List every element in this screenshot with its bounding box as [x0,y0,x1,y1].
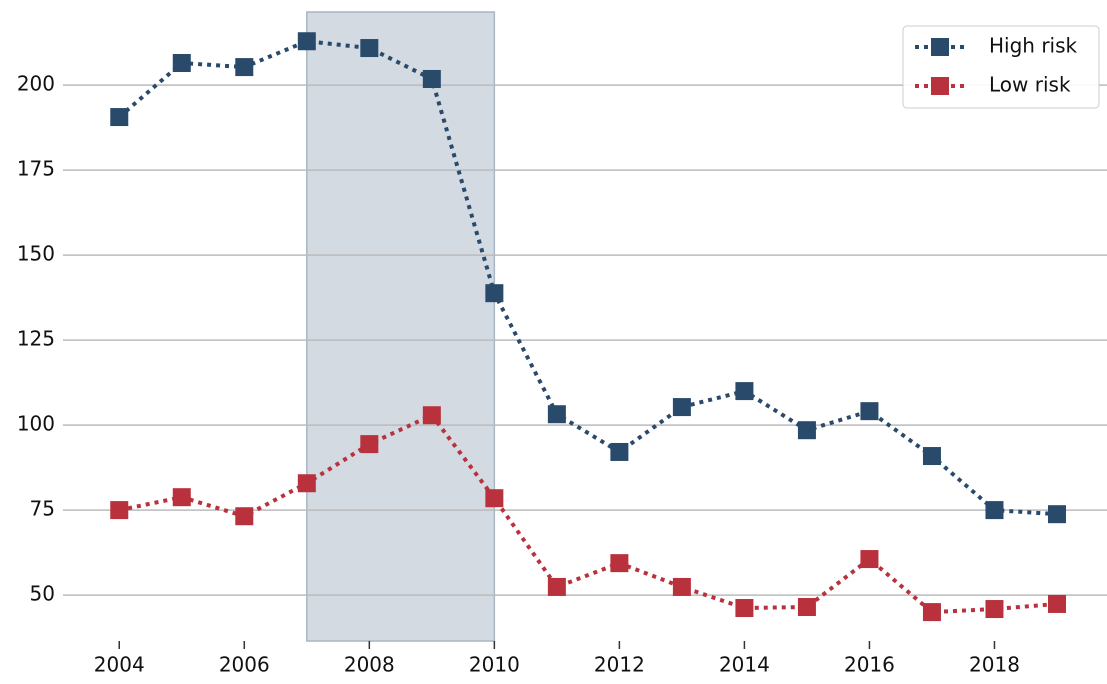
y-tick-label: 100 [17,412,55,436]
marker [485,284,504,303]
x-tick-label: 2006 [219,653,270,677]
marker [422,69,441,88]
y-tick-label: 200 [17,72,55,96]
legend: High risk Low risk [902,25,1100,109]
marker [985,600,1004,619]
marker [735,599,754,618]
y-tick-label: 175 [17,157,55,181]
x-tick-label: 2008 [344,653,395,677]
legend-label: Low risk [989,73,1071,97]
marker [1047,594,1066,613]
x-tick-label: 2014 [719,653,770,677]
marker [360,39,379,58]
marker [735,382,754,401]
x-tick-label: 2016 [844,653,895,677]
legend-marker [931,38,949,56]
y-tick-label: 50 [30,582,55,606]
x-tick-label: 2018 [969,653,1020,677]
marker [672,577,691,596]
marker [922,603,941,622]
marker [922,447,941,466]
legend-marker [931,77,949,95]
x-tick-label: 2010 [469,653,520,677]
y-tick-label: 125 [17,327,55,351]
series-line [118,412,1058,615]
series-line [117,39,1058,517]
marker [860,550,879,569]
marker [547,577,566,596]
marker [672,398,691,417]
marker [985,501,1004,520]
marker [172,488,191,507]
marker [610,442,629,461]
marker [235,58,254,77]
marker [110,108,129,127]
x-tick-label: 2004 [94,653,145,677]
marker [860,402,879,421]
marker [797,598,816,616]
marker [110,501,129,520]
marker [547,405,566,424]
shaded-span [306,11,496,642]
marker [1047,505,1066,524]
legend-label: High risk [989,34,1078,58]
marker [172,54,191,72]
marker [235,507,254,526]
marker [485,489,504,508]
marker [297,474,316,493]
marker [797,421,816,440]
marker [610,554,629,573]
y-tick-label: 75 [30,497,55,521]
marker [360,435,379,454]
marker [422,406,441,425]
x-tick-label: 2012 [594,653,645,677]
y-tick-label: 150 [17,242,55,266]
marker [297,32,316,51]
